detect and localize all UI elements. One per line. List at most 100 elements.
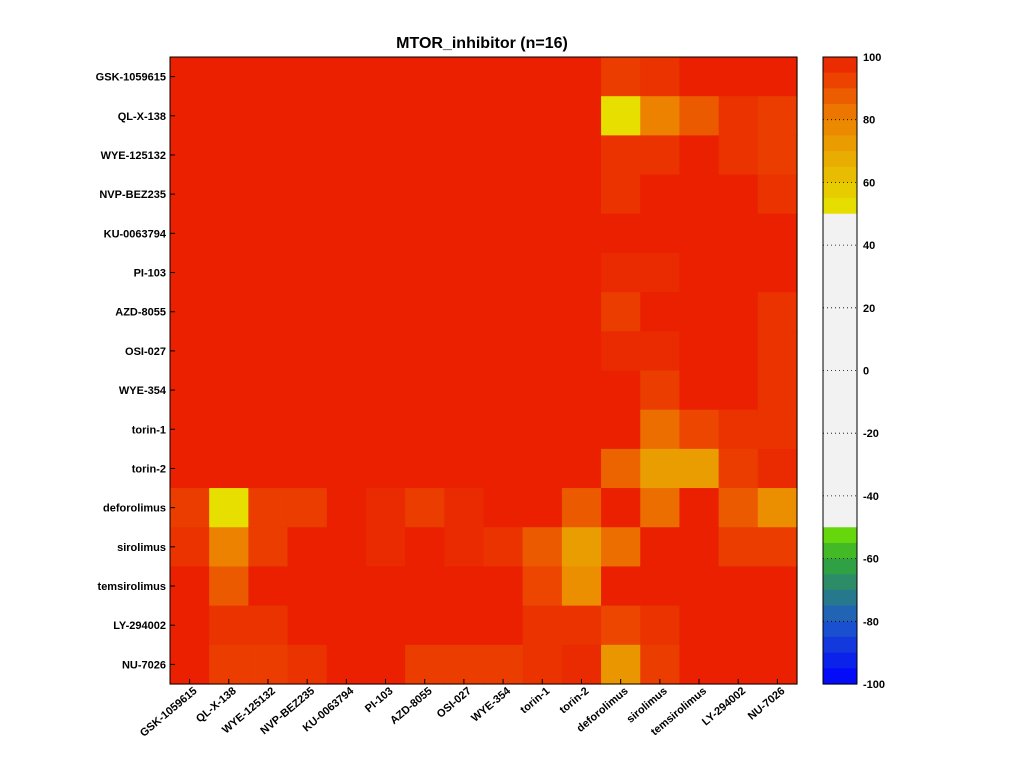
row-label: WYE-354 xyxy=(119,385,167,397)
heatmap-cell xyxy=(601,409,641,450)
heatmap-cell xyxy=(522,135,563,176)
heatmap-cell xyxy=(601,252,641,293)
heatmap-cell xyxy=(483,292,524,332)
colorbar-segment xyxy=(823,151,857,168)
heatmap-cell xyxy=(483,644,524,685)
heatmap-cell xyxy=(209,57,249,97)
heatmap-cell xyxy=(209,213,249,254)
heatmap-cell xyxy=(718,605,759,646)
heatmap-cell xyxy=(209,566,249,607)
heatmap-cell xyxy=(326,448,367,489)
colorbar-tick-label: 0 xyxy=(863,366,869,378)
row-labels: GSK-1059615 QL-X-138 WYE-125132 NVP-BEZ235 K… xyxy=(96,72,175,671)
heatmap-cell xyxy=(170,57,210,97)
heatmap-cell xyxy=(248,252,289,293)
heatmap-cell xyxy=(248,213,289,254)
heatmap-cell xyxy=(757,331,798,372)
heatmap-cell xyxy=(405,605,445,646)
heatmap-cell xyxy=(444,370,485,411)
heatmap-cell xyxy=(287,644,328,685)
colorbar-segment xyxy=(823,652,857,669)
heatmap-cell xyxy=(561,566,602,607)
heatmap-cell xyxy=(405,174,445,215)
heatmap-cell xyxy=(248,644,289,685)
heatmap-cell xyxy=(170,527,210,568)
heatmap-cell xyxy=(561,605,602,646)
heatmap-cell xyxy=(640,331,681,372)
heatmap-cell xyxy=(718,292,759,332)
heatmap-cell xyxy=(679,292,720,332)
heatmap-cell xyxy=(640,605,681,646)
heatmap-cell xyxy=(601,292,641,332)
heatmap-cell xyxy=(326,370,367,411)
heatmap-cell xyxy=(326,252,367,293)
heatmap-cell xyxy=(561,488,602,528)
heatmap-cell xyxy=(718,331,759,372)
row-label: torin-2 xyxy=(132,463,166,475)
colorbar-segment xyxy=(823,276,857,293)
heatmap-cell xyxy=(444,292,485,332)
heatmap-cell xyxy=(444,409,485,450)
heatmap-cell xyxy=(326,331,367,372)
heatmap-cell xyxy=(561,96,602,136)
colorbar-segment xyxy=(823,589,857,607)
colorbar-segment xyxy=(823,527,857,544)
heatmap-cell xyxy=(209,96,249,136)
heatmap-cell xyxy=(601,644,641,685)
heatmap-frame xyxy=(169,56,798,685)
heatmap-cell xyxy=(170,448,210,489)
heatmap-cell xyxy=(287,57,328,97)
heatmap-cell xyxy=(405,488,445,528)
heatmap-cell xyxy=(522,566,563,607)
heatmap-cell xyxy=(287,252,328,293)
colorbar-segment xyxy=(823,480,857,497)
heatmap-cell xyxy=(444,96,485,136)
heatmap-cell xyxy=(522,605,563,646)
column-label: WYE-354 xyxy=(469,685,513,725)
heatmap-cell xyxy=(170,135,210,176)
heatmap-cell xyxy=(365,488,406,528)
heatmap-cell xyxy=(757,96,798,136)
heatmap-cell xyxy=(601,331,641,372)
heatmap-cell xyxy=(679,527,720,568)
colorbar-segment xyxy=(823,605,857,622)
heatmap-cell xyxy=(640,174,681,215)
heatmap-cell xyxy=(326,292,367,332)
heatmap-cell xyxy=(287,135,328,176)
colorbar-segment xyxy=(823,182,857,199)
heatmap-cell xyxy=(679,174,720,215)
heatmap-cell xyxy=(561,409,602,450)
heatmap-cell xyxy=(209,605,249,646)
heatmap-cell xyxy=(170,252,210,293)
colorbar-segment xyxy=(823,292,857,309)
heatmap-cell xyxy=(483,605,524,646)
heatmap-cell xyxy=(287,605,328,646)
heatmap-cell xyxy=(444,566,485,607)
heatmap-cell xyxy=(248,174,289,215)
heatmap-cell xyxy=(757,644,798,685)
colorbar-tick-label: 100 xyxy=(863,52,881,64)
heatmap-cell xyxy=(483,370,524,411)
heatmap-cell xyxy=(326,566,367,607)
heatmap-cell xyxy=(757,213,798,254)
colorbar-segment xyxy=(823,88,857,105)
heatmap-cell xyxy=(640,448,681,489)
colorbar-tick-label: -60 xyxy=(863,554,879,566)
heatmap-cell xyxy=(405,135,445,176)
colorbar-tick-label: -100 xyxy=(863,679,885,691)
heatmap-cell xyxy=(483,213,524,254)
heatmap-cell xyxy=(287,566,328,607)
row-label: QL-X-138 xyxy=(118,111,166,123)
heatmap-cell xyxy=(640,57,681,97)
heatmap-cell xyxy=(170,488,210,528)
heatmap-cell xyxy=(444,527,485,568)
heatmap-cell xyxy=(679,566,720,607)
heatmap-cell xyxy=(326,135,367,176)
heatmap-cell xyxy=(287,331,328,372)
colorbar-segment xyxy=(823,574,857,591)
heatmap-cell xyxy=(718,213,759,254)
heatmap-cell xyxy=(170,96,210,136)
column-label: PI-103 xyxy=(363,685,396,715)
colorbar-segment xyxy=(823,495,857,513)
heatmap-cell xyxy=(561,292,602,332)
